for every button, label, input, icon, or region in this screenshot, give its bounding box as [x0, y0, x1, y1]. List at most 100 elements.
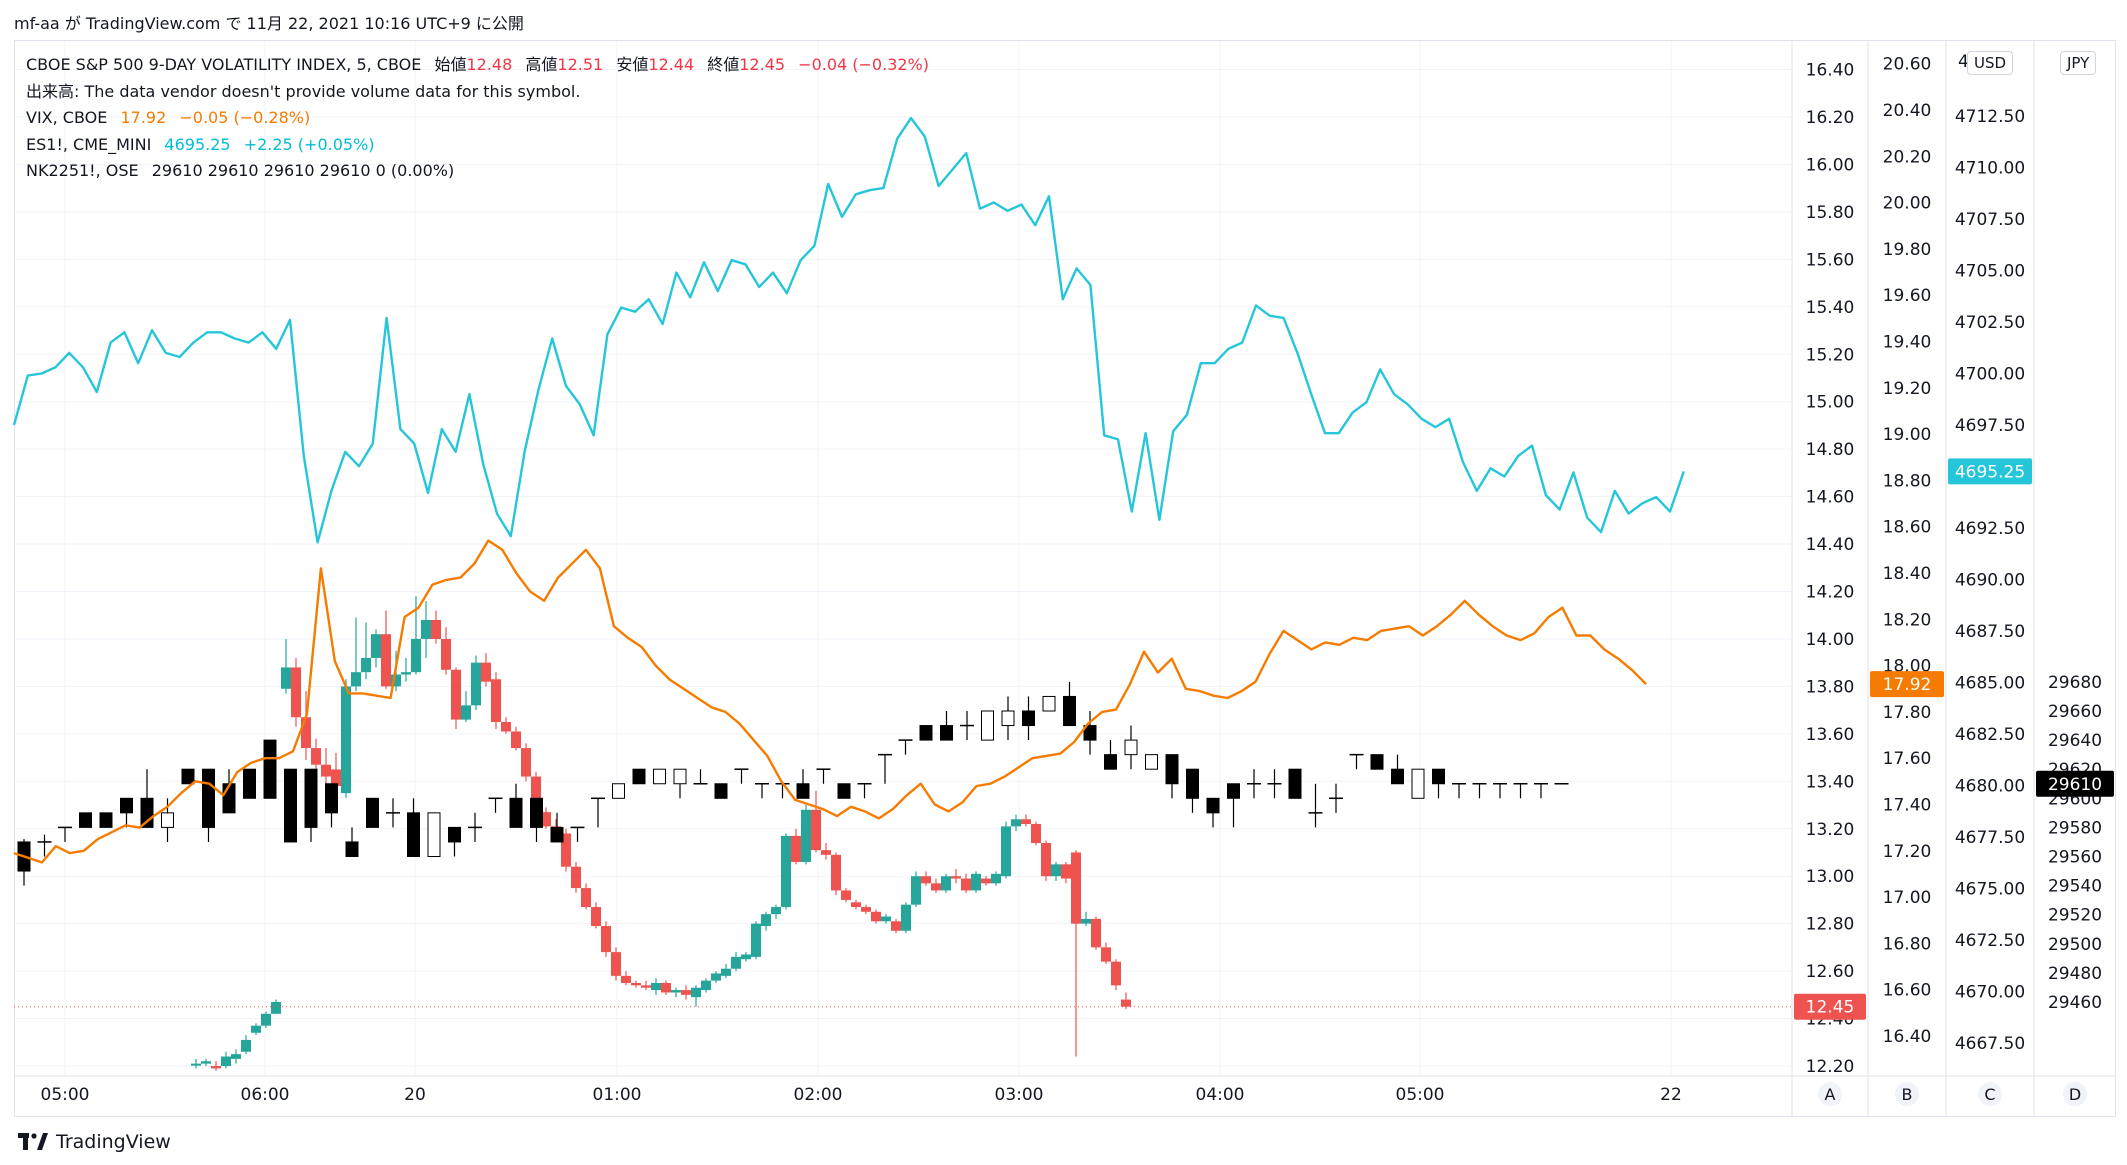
candle-body — [1021, 819, 1031, 825]
nk-candle-body — [550, 826, 564, 843]
axis-b-tick: 19.00 — [1883, 425, 1932, 445]
footer-brand[interactable]: TradingView — [18, 1131, 171, 1153]
publish-text: が TradingView.com で 11月 22, 2021 10:16 U… — [64, 14, 524, 33]
candle-body — [481, 662, 491, 682]
nk-candle-body — [1432, 768, 1445, 785]
currency-jpy-button[interactable]: JPY — [2060, 51, 2097, 75]
legend-es-symbol: ES1!, CME_MINI — [26, 134, 152, 154]
candle-body — [251, 1025, 261, 1033]
candle-body — [471, 662, 481, 706]
axis-a-tick: 13.60 — [1806, 725, 1855, 745]
nk-candle-body — [612, 783, 625, 799]
axis-a-tick: 16.40 — [1806, 61, 1855, 81]
nk-candle-body — [653, 768, 666, 785]
axis-b-tick: 18.60 — [1883, 518, 1932, 538]
nk-candle-body — [981, 710, 994, 741]
legend-vix-symbol: VIX, CBOE — [26, 108, 108, 127]
candle-body — [281, 667, 291, 689]
price-scale-b-button: B — [1902, 1085, 1913, 1104]
time-axis-tick: 05:00 — [41, 1085, 90, 1105]
axis-a-tick: 15.60 — [1806, 250, 1855, 270]
legend-main-symbol: CBOE S&P 500 9-DAY VOLATILITY INDEX, 5, … — [26, 55, 422, 74]
candle-body — [951, 876, 961, 879]
axis-c-tick: 4677.50 — [1955, 828, 2025, 848]
axis-d-last-value-badge: 29610 — [2048, 775, 2102, 795]
nk-candle-body — [509, 797, 523, 828]
candle-body — [221, 1056, 231, 1066]
axis-c-tick: 4672.50 — [1955, 931, 2025, 951]
candle-body — [761, 914, 771, 927]
candle-body — [591, 907, 601, 927]
legend-es[interactable]: ES1!, CME_MINI 4695.25 +2.25 (+0.05%) — [26, 132, 929, 159]
currency-usd-button[interactable]: USD — [1967, 51, 2014, 75]
axis-a-tick: 12.20 — [1806, 1057, 1855, 1077]
candle-body — [1111, 961, 1121, 986]
axis-a-tick: 12.80 — [1806, 915, 1855, 935]
axis-a-tick: 15.20 — [1806, 345, 1855, 365]
candle-body — [191, 1063, 201, 1066]
candle-body — [651, 982, 661, 991]
axis-a-tick: 13.00 — [1806, 867, 1855, 887]
tradingview-logo-icon — [18, 1133, 48, 1151]
nk-candle-body — [99, 812, 113, 828]
candle-body — [721, 968, 731, 976]
chart-frame — [14, 40, 2116, 1117]
candle-body — [1101, 947, 1111, 962]
candle-body — [571, 866, 581, 889]
axis-a-tick: 12.60 — [1806, 962, 1855, 982]
candle-body — [841, 890, 851, 900]
candle-body — [881, 916, 891, 922]
price-scale-button-bg — [1978, 1082, 2002, 1106]
axis-c-tick: 4710.00 — [1955, 159, 2025, 179]
candle-body — [341, 686, 351, 794]
axis-b-tick: 20.40 — [1883, 101, 1932, 121]
candle-body — [921, 876, 931, 884]
candle-body — [741, 954, 751, 960]
legend-nk[interactable]: NK2251!, OSE 29610 29610 29610 29610 0 (… — [26, 158, 929, 185]
nk-candle-body — [284, 768, 297, 843]
axis-a-tick: 13.80 — [1806, 677, 1855, 697]
nk-candle-body — [1022, 710, 1035, 727]
axis-d-tick: 29680 — [2048, 673, 2102, 693]
axis-c-tick: 4682.50 — [1955, 725, 2025, 745]
candle-body — [541, 812, 551, 827]
nk-candle-body — [1411, 768, 1425, 799]
legend-es-value: 4695.25 — [164, 134, 231, 154]
nk-candle-body — [1083, 725, 1097, 741]
candle-body — [751, 923, 761, 957]
candle-body — [601, 926, 611, 953]
candle-body — [1031, 824, 1041, 843]
candle-body — [201, 1061, 211, 1064]
candle-body — [831, 854, 841, 891]
candle-body — [801, 809, 811, 862]
nk-candle-body — [673, 768, 687, 785]
legend-main-series[interactable]: CBOE S&P 500 9-DAY VOLATILITY INDEX, 5, … — [26, 52, 929, 79]
nk-candle-body — [304, 768, 318, 828]
legend-high-value: 12.51 — [557, 55, 604, 74]
price-scale-button-bg — [2063, 1082, 2087, 1106]
candle-body — [431, 619, 441, 639]
legend-vix[interactable]: VIX, CBOE 17.92 −0.05 (−0.28%) — [26, 105, 929, 132]
candle-body — [301, 717, 311, 749]
candle-body — [331, 769, 341, 787]
candle-body — [261, 1013, 271, 1026]
axis-a-tick: 15.00 — [1806, 393, 1855, 413]
price-scale-button-bg — [1818, 1082, 1842, 1106]
legend-open-value: 12.48 — [466, 55, 513, 74]
price-scale-a-button: A — [1825, 1085, 1836, 1104]
nk-candle-body — [1104, 754, 1117, 770]
candle-body — [1011, 819, 1021, 827]
axis-c-tick: 4670.00 — [1955, 983, 2025, 1003]
axis-a-tick: 14.40 — [1806, 535, 1855, 555]
candle-body — [791, 835, 801, 862]
axis-c-tick: 4697.50 — [1955, 416, 2025, 436]
candle-body — [411, 638, 421, 673]
candle-body — [501, 721, 511, 732]
candle-body — [531, 776, 541, 813]
candle-body — [1061, 864, 1071, 879]
nk-candle-body — [837, 783, 851, 799]
candle-body — [991, 873, 1001, 884]
axis-c-tick: 4712.50 — [1955, 107, 2025, 127]
author-name[interactable]: mf-aa — [14, 14, 60, 33]
